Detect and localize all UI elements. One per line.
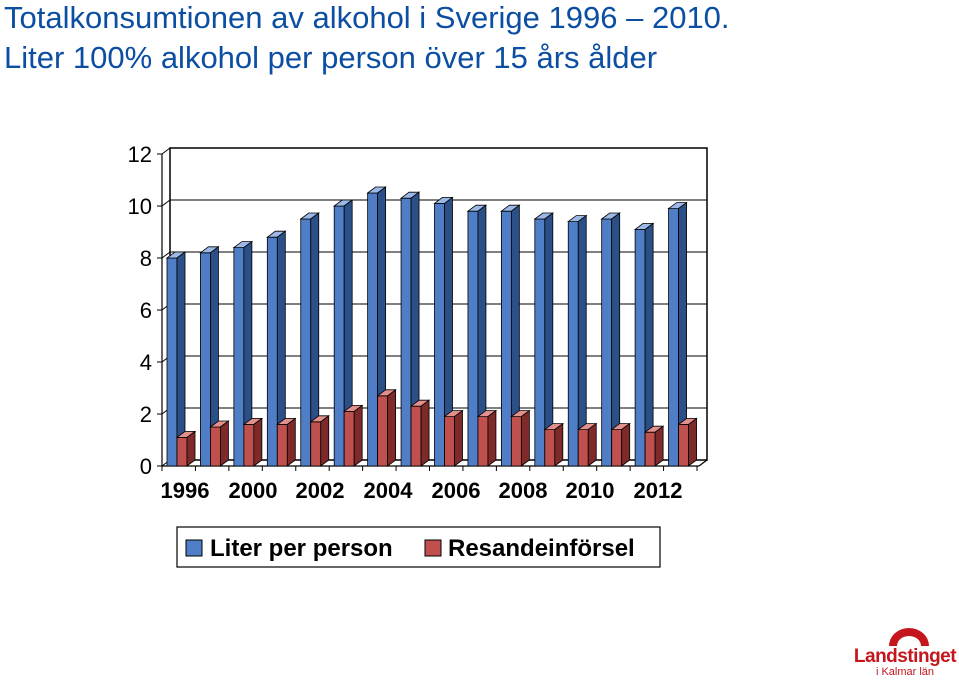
legend-swatch-liter-per-person bbox=[185, 539, 203, 557]
bar-resandeinforsel bbox=[643, 425, 665, 467]
x-tick-label: 2002 bbox=[296, 478, 345, 503]
y-tick-label: 10 bbox=[128, 194, 152, 219]
landstinget-logo: Landstinget i Kalmar län bbox=[853, 624, 957, 680]
chart-title: Totalkonsumtionen av alkohol i Sverige 1… bbox=[4, 0, 730, 35]
y-tick-label: 2 bbox=[140, 402, 152, 427]
bar-resandeinforsel bbox=[276, 417, 297, 467]
bar-resandeinforsel bbox=[175, 430, 197, 467]
bar-resandeinforsel bbox=[677, 417, 698, 467]
bar-liter-per-person bbox=[299, 212, 320, 467]
depth-tick bbox=[161, 199, 171, 207]
bar-resandeinforsel bbox=[309, 414, 330, 467]
x-tick-label: 2008 bbox=[499, 478, 548, 503]
bar-liter-per-person bbox=[633, 222, 655, 467]
x-tick-label: 2006 bbox=[432, 478, 481, 503]
bar-resandeinforsel bbox=[209, 420, 230, 467]
bar-resandeinforsel bbox=[242, 417, 264, 467]
y-tick-label: 0 bbox=[140, 454, 152, 479]
logo-name: Landstinget bbox=[853, 646, 957, 667]
bar-resandeinforsel bbox=[610, 422, 631, 467]
bar-liter-per-person bbox=[433, 196, 454, 467]
logo-arch-icon bbox=[889, 628, 929, 646]
bar-resandeinforsel bbox=[510, 409, 531, 467]
y-tick-label: 6 bbox=[140, 298, 152, 323]
x-tick-label: 2012 bbox=[634, 478, 683, 503]
legend-label-resandeinforsel: Resandeinförsel bbox=[448, 535, 635, 562]
legend-swatch-resandeinforsel bbox=[424, 539, 442, 557]
bar-resandeinforsel bbox=[342, 404, 364, 467]
floor-edge bbox=[698, 459, 708, 467]
y-tick-label: 12 bbox=[128, 142, 152, 167]
x-tick-label: 2010 bbox=[566, 478, 615, 503]
bar-resandeinforsel bbox=[476, 409, 498, 467]
y-tick-label: 4 bbox=[140, 350, 152, 375]
bar-resandeinforsel bbox=[443, 409, 464, 467]
x-tick-label: 1996 bbox=[161, 478, 210, 503]
legend-label-liter-per-person: Liter per person bbox=[210, 535, 393, 562]
bar-liter-per-person bbox=[399, 191, 421, 467]
bar-resandeinforsel bbox=[409, 399, 431, 467]
bar-liter-per-person bbox=[500, 204, 521, 467]
depth-tick bbox=[161, 147, 171, 155]
depth-tick bbox=[161, 251, 171, 259]
bar-liter-per-person bbox=[466, 204, 488, 467]
x-tick-label: 2004 bbox=[364, 478, 414, 503]
bar-liter-per-person bbox=[533, 212, 555, 467]
bar-liter-per-person bbox=[332, 199, 354, 467]
y-tick-label: 8 bbox=[140, 246, 152, 271]
legend: Liter per person Resandeinförsel bbox=[176, 526, 661, 568]
bar-resandeinforsel bbox=[577, 422, 598, 467]
x-tick-label: 2000 bbox=[229, 478, 278, 503]
logo-subtitle: i Kalmar län bbox=[875, 666, 935, 678]
bar-liter-per-person bbox=[667, 201, 688, 467]
bar-resandeinforsel bbox=[543, 422, 565, 467]
bar-liter-per-person bbox=[567, 214, 588, 467]
chart-subtitle: Liter 100% alkohol per person över 15 år… bbox=[4, 40, 658, 75]
bar-resandeinforsel bbox=[376, 388, 397, 467]
